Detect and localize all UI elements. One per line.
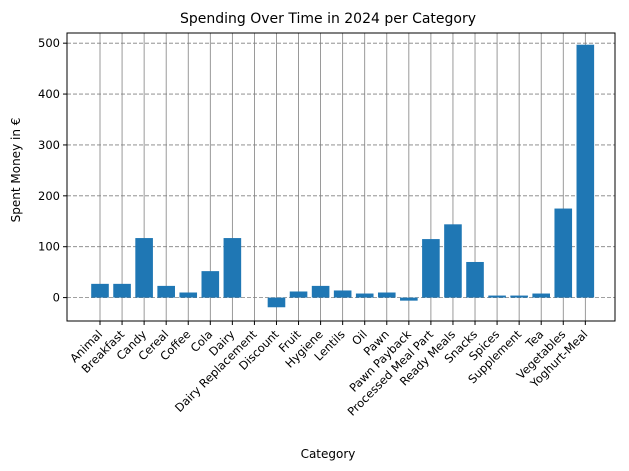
- y-tick-label: 400: [38, 87, 60, 101]
- bar: [355, 293, 374, 298]
- bar: [333, 290, 352, 298]
- bar: [179, 292, 198, 298]
- y-tick-label: 100: [38, 240, 60, 254]
- y-axis: 0 100 200 300 400 500: [38, 36, 67, 305]
- y-tick-label: 500: [38, 36, 60, 50]
- plot-frame: [66, 32, 616, 322]
- bar: [113, 283, 131, 298]
- y-tick-label: 300: [38, 138, 60, 152]
- bar: [510, 295, 528, 298]
- bar: [377, 292, 396, 298]
- bar: [400, 297, 418, 301]
- bar: [267, 297, 286, 308]
- bar: [554, 208, 573, 298]
- y-tick-label: 0: [53, 291, 60, 305]
- bar: [223, 238, 242, 298]
- bar: [157, 285, 175, 298]
- x-axis-label: Category: [301, 447, 356, 461]
- bar: [532, 293, 550, 298]
- bar: [466, 261, 484, 298]
- bar: [422, 239, 440, 298]
- x-axis: AnimalBreakfastCandyCerealCoffeeColaDair…: [67, 321, 590, 419]
- bar: [91, 283, 109, 298]
- y-axis-label: Spent Money in €: [9, 118, 23, 223]
- y-tick-label: 200: [38, 189, 60, 203]
- bar-layer: [91, 44, 595, 308]
- chart-title: Spending Over Time in 2024 per Category: [180, 11, 476, 27]
- bar: [576, 44, 595, 298]
- bar: [289, 291, 308, 298]
- bar: [488, 295, 506, 298]
- bar: [201, 271, 220, 298]
- bar: [311, 285, 330, 298]
- bar: [444, 224, 462, 298]
- bar: [135, 238, 153, 298]
